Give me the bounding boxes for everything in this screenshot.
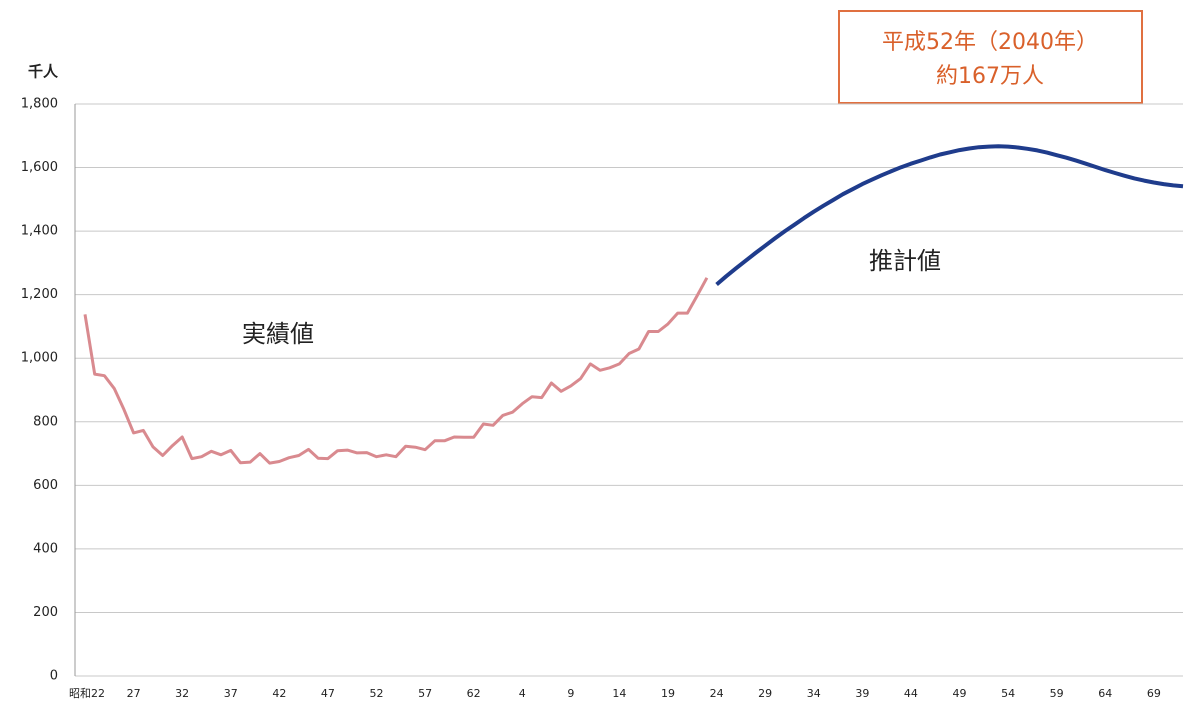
series-label: 実績値 bbox=[242, 320, 314, 348]
series-label: 推計値 bbox=[869, 247, 941, 275]
x-tick-label: 52 bbox=[370, 687, 384, 700]
x-tick-label: 49 bbox=[953, 687, 967, 700]
x-tick-label: 42 bbox=[272, 687, 286, 700]
y-tick-label: 1,600 bbox=[21, 160, 58, 175]
x-tick-label: 24 bbox=[710, 687, 724, 700]
x-tick-label: 62 bbox=[467, 687, 481, 700]
y-unit: 千人 bbox=[28, 63, 59, 81]
x-tick-label: 54 bbox=[1001, 687, 1015, 700]
x-tick-label: 47 bbox=[321, 687, 335, 700]
y-tick-label: 1,800 bbox=[21, 97, 58, 112]
x-tick-label: 34 bbox=[807, 687, 821, 700]
y-tick-label: 0 bbox=[50, 669, 58, 684]
series-line bbox=[715, 144, 1184, 287]
x-tick-label: 69 bbox=[1147, 687, 1161, 700]
x-tick-label: 37 bbox=[224, 687, 238, 700]
x-tick-label: 32 bbox=[175, 687, 189, 700]
x-tick-label: 9 bbox=[567, 687, 574, 700]
x-tick-label: 64 bbox=[1098, 687, 1112, 700]
y-tick-label: 800 bbox=[33, 414, 58, 429]
y-tick-label: 1,200 bbox=[21, 287, 58, 302]
x-tick-label: 19 bbox=[661, 687, 675, 700]
x-tick-label: 59 bbox=[1050, 687, 1064, 700]
x-tick-label: 昭和22 bbox=[69, 687, 105, 700]
x-tick-label: 27 bbox=[127, 687, 141, 700]
x-tick-label: 4 bbox=[519, 687, 526, 700]
annotation: 約167万人 bbox=[936, 64, 1044, 89]
y-tick-label: 400 bbox=[33, 541, 58, 556]
y-tick-label: 200 bbox=[33, 605, 58, 620]
x-tick-label: 39 bbox=[855, 687, 869, 700]
x-tick-label: 14 bbox=[612, 687, 626, 700]
x-tick-label: 44 bbox=[904, 687, 918, 700]
y-tick-label: 1,000 bbox=[21, 351, 58, 366]
y-tick-label: 600 bbox=[33, 478, 58, 493]
y-tick-label: 1,400 bbox=[21, 224, 58, 239]
annotation: 平成52年（2040年） bbox=[882, 30, 1098, 55]
annotation-box bbox=[838, 10, 1143, 104]
x-tick-label: 29 bbox=[758, 687, 772, 700]
x-tick-label: 57 bbox=[418, 687, 432, 700]
series-line bbox=[83, 277, 709, 465]
